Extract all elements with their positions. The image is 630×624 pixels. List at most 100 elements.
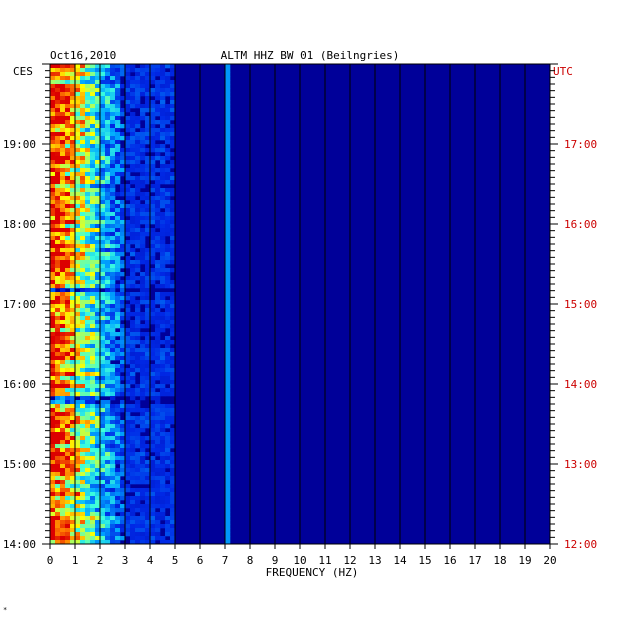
spectrogram-cell [105,84,111,89]
spectrogram-cell [75,248,81,253]
spectrogram-cell [90,460,96,465]
spectrogram-cell [155,360,161,365]
spectrogram-cell [70,424,76,429]
spectrogram-cell [150,404,156,409]
spectrogram-cell [50,404,56,409]
spectrogram-cell [165,176,171,181]
spectrogram-cell [100,228,106,233]
spectrogram-cell [90,224,96,229]
spectrogram-cell [130,252,136,257]
spectrogram-cell [70,152,76,157]
spectrogram-cell [120,68,126,73]
spectrogram-cell [170,224,176,229]
spectrogram-cell [85,332,91,337]
spectrogram-cell [115,364,121,369]
spectrogram-cell [125,384,131,389]
spectrogram-cell [55,380,61,385]
spectrogram-cell [135,500,141,505]
spectrogram-cell [115,324,121,329]
spectrogram-cell [170,292,176,297]
spectrogram-cell [125,160,131,165]
spectrogram-cell [150,136,156,141]
spectrogram-cell [85,192,91,197]
spectrogram-cell [150,240,156,245]
spectrogram-cell [75,264,81,269]
spectrogram-cell [50,272,56,277]
spectrogram-cell [170,364,176,369]
spectrogram-cell [140,448,146,453]
spectrogram-cell [160,176,166,181]
spectrogram-cell [50,472,56,477]
spectrogram-cell [115,172,121,177]
spectrogram-cell [55,308,61,313]
spectrogram-cell [145,508,151,513]
spectrogram-cell [120,272,126,277]
spectrogram-cell [150,164,156,169]
spectrogram-cell [90,364,96,369]
spectrogram-cell [75,392,81,397]
spectrogram-cell [65,252,71,257]
spectrogram-cell [125,156,131,161]
spectrogram-cell [60,152,66,157]
spectrogram-cell [150,384,156,389]
spectrogram-cell [120,460,126,465]
spectrogram-cell [70,128,76,133]
spectrogram-cell [165,64,171,69]
spectrogram-cell [160,156,166,161]
spectrogram-cell [80,316,86,321]
spectrogram-cell [65,444,71,449]
spectrogram-cell [95,344,101,349]
spectrogram-cell [75,452,81,457]
spectrogram-cell [80,376,86,381]
spectrogram-cell [155,396,161,401]
spectrogram-cell [140,516,146,521]
spectrogram-cell [110,156,116,161]
spectrogram-cell [140,364,146,369]
spectrogram-cell [165,268,171,273]
spectrogram-cell [105,348,111,353]
spectrogram-cell [125,204,131,209]
spectrogram-cell [145,128,151,133]
spectrogram-cell [65,480,71,485]
spectrogram-cell [160,124,166,129]
spectrogram-cell [90,396,96,401]
spectrogram-cell [115,416,121,421]
spectrogram-cell [165,84,171,89]
spectrogram-cell [55,344,61,349]
spectrogram-cell [120,248,126,253]
spectrogram-cell [110,308,116,313]
spectrogram-cell [75,96,81,101]
spectrogram-cell [125,260,131,265]
spectrogram-cell [65,516,71,521]
spectrogram-cell [165,276,171,281]
spectrogram-cell [125,392,131,397]
spectrogram-cell [65,436,71,441]
spectrogram-cell [70,416,76,421]
spectrogram-cell [55,376,61,381]
spectrogram-cell [150,216,156,221]
spectrogram-cell [170,220,176,225]
spectrogram-cell [60,108,66,113]
spectrogram-cell [150,156,156,161]
spectrogram-cell [130,464,136,469]
spectrogram-cell [150,416,156,421]
spectrogram-cell [80,124,86,129]
spectrogram-cell [100,132,106,137]
spectrogram-cell [65,216,71,221]
spectrogram-cell [150,540,156,545]
spectrogram-cell [110,136,116,141]
spectrogram-cell [130,320,136,325]
spectrogram-cell [170,236,176,241]
spectrogram-cell [115,112,121,117]
spectrogram-cell [80,332,86,337]
spectrogram-cell [55,460,61,465]
spectrogram-cell [120,376,126,381]
spectrogram-cell [150,128,156,133]
spectrogram-cell [75,536,81,541]
spectrogram-cell [60,156,66,161]
spectrogram-cell [115,468,121,473]
spectrogram-cell [170,388,176,393]
spectrogram-cell [140,360,146,365]
spectrogram-cell [105,264,111,269]
left-tick-label: 17:00 [3,298,36,311]
